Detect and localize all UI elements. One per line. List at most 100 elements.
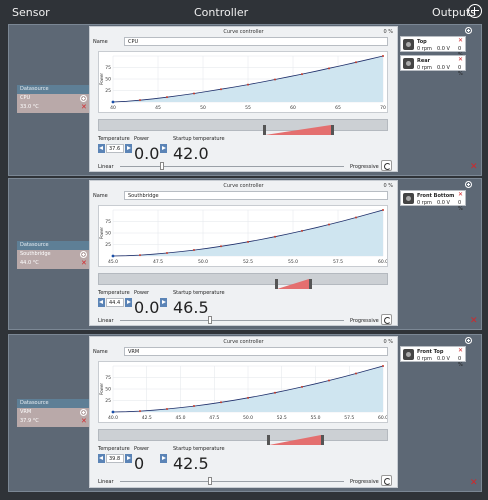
outputs-heading: Outputs [432,6,476,19]
x-tick-label: 57.5 [344,415,354,421]
reset-refresh-icon[interactable] [381,314,392,325]
curve-shape-knob[interactable] [208,316,212,324]
decrease-arrow-icon[interactable] [98,454,105,463]
power-input[interactable]: 0.0 [134,298,160,317]
add-source-plus-icon[interactable] [80,409,87,416]
output-percent: 0 % [458,356,463,368]
remove-output-x-icon[interactable]: ✕ [458,56,464,63]
range-handle[interactable] [321,435,324,445]
increase-arrow-icon[interactable] [160,144,167,153]
startup-temperature-label: Startup temperature [173,446,225,452]
remove-source-x-icon[interactable]: ✕ [81,259,87,267]
curve-point [193,249,195,252]
x-tick-label: 50.0 [243,415,253,421]
x-tick-label: 45.0 [175,415,185,421]
power-input[interactable]: 0 [134,454,145,473]
temperature-input[interactable]: 37.6 [106,144,124,153]
temperature-input[interactable]: 44.4 [106,298,124,307]
datasource-body: Southbridge 44.0 °C ✕ [17,250,90,269]
remove-source-x-icon[interactable]: ✕ [81,417,87,425]
increase-arrow-icon[interactable] [160,298,167,307]
remove-row-x-icon[interactable]: ✕ [470,162,478,172]
startup-temperature-input[interactable]: 42.0 [173,144,209,163]
x-tick-label: 55 [245,105,251,111]
progressive-label: Progressive [350,318,379,324]
startup-temperature-input[interactable]: 46.5 [173,298,209,317]
add-output-plus-icon[interactable] [468,4,482,18]
output-card[interactable]: Rear 0 rpm 0.0 V 0 % ✕ [400,55,466,77]
temperature-label: Temperature [98,136,130,142]
temperature-range-slider[interactable] [98,119,388,135]
curve-shape-slider[interactable] [120,481,344,482]
curve-point [382,209,384,211]
datasource-box[interactable]: Datasource CPU 33.0 °C ✕ [17,85,90,113]
x-tick-label: 52.5 [277,415,287,421]
remove-source-x-icon[interactable]: ✕ [81,103,87,111]
range-wedge [277,279,309,289]
name-input[interactable]: CPU [124,37,388,46]
add-output-plus-icon[interactable] [465,27,472,34]
temperature-input[interactable]: 39.8 [106,454,124,463]
datasource-box[interactable]: Datasource VRM 37.9 °C ✕ [17,399,90,427]
curve-point [301,73,303,76]
name-label: Name [93,39,108,45]
datasource-box[interactable]: Datasource Southbridge 44.0 °C ✕ [17,241,90,269]
range-handle[interactable] [309,279,312,289]
remove-output-x-icon[interactable]: ✕ [458,347,464,354]
curve-shape-slider[interactable] [120,166,344,167]
output-card[interactable]: Front Bottom 0 rpm 0.0 V 0 % ✕ [400,190,466,212]
range-handle[interactable] [267,435,270,445]
reset-refresh-icon[interactable] [381,475,392,486]
curve-point [247,240,249,243]
curve-point [355,372,357,375]
temperature-range-slider[interactable] [98,429,388,445]
output-name: Front Top [417,349,444,355]
remove-row-x-icon[interactable]: ✕ [470,316,478,326]
curve-plot[interactable]: 40 45 50 55 60 65 70 25 50 75 Power [98,51,388,113]
range-handle[interactable] [263,125,266,135]
output-card[interactable]: Front Top 0 rpm 0.0 V 0 % ✕ [400,346,466,368]
curve-plot[interactable]: 40.0 42.5 45.0 47.5 50.0 52.5 55.0 57.5 60.0 25 50… [98,361,388,423]
y-tick-label: 50 [105,77,111,83]
startup-temperature-input[interactable]: 42.5 [173,454,209,473]
range-handle[interactable] [331,125,334,135]
y-tick-label: 75 [105,375,111,381]
curve-plot[interactable]: 45.0 47.5 50.0 52.5 55.0 57.5 60.0 25 50 75 Power [98,205,388,267]
y-tick-label: 50 [105,387,111,393]
reset-refresh-icon[interactable] [381,160,392,171]
increase-arrow-icon[interactable] [125,144,132,153]
curve-shape-slider[interactable] [120,320,344,321]
fan-icon [403,39,414,50]
remove-row-x-icon[interactable]: ✕ [470,478,478,488]
controller-title: Curve controller [223,339,264,345]
datasource-body: VRM 37.9 °C ✕ [17,408,90,427]
add-output-plus-icon[interactable] [465,337,472,344]
increase-arrow-icon[interactable] [160,454,167,463]
temperature-range-slider[interactable] [98,273,388,289]
x-tick-label: 70 [380,105,386,111]
curve-point [220,88,222,91]
curve-shape-knob[interactable] [160,162,164,170]
increase-arrow-icon[interactable] [125,298,132,307]
temperature-label: Temperature [98,290,130,296]
add-output-plus-icon[interactable] [465,181,472,188]
output-rpm: 0 rpm [417,200,432,206]
add-source-plus-icon[interactable] [80,251,87,258]
decrease-arrow-icon[interactable] [98,144,105,153]
curve-shape-knob[interactable] [208,477,212,485]
range-handle[interactable] [275,279,278,289]
remove-output-x-icon[interactable]: ✕ [458,37,464,44]
name-label: Name [93,193,108,199]
decrease-arrow-icon[interactable] [98,298,105,307]
curve-fill [113,366,383,412]
power-input[interactable]: 0.0 [134,144,160,163]
x-tick-label: 65 [335,105,341,111]
name-input[interactable]: Southbridge [124,191,388,200]
increase-arrow-icon[interactable] [125,454,132,463]
remove-output-x-icon[interactable]: ✕ [458,191,464,198]
name-input[interactable]: VRM [124,347,388,356]
add-source-plus-icon[interactable] [80,95,87,102]
